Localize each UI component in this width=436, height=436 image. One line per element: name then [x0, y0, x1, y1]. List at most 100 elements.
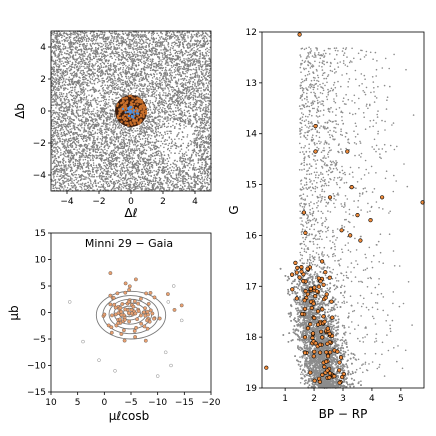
field-star — [83, 162, 86, 164]
field-star — [139, 52, 142, 54]
field-star — [183, 127, 185, 129]
field-star — [166, 181, 168, 183]
field-star — [117, 140, 120, 143]
field-star — [202, 73, 204, 76]
field-star — [197, 84, 199, 87]
field-star — [183, 112, 186, 114]
field-star — [187, 157, 189, 160]
field-star — [145, 96, 147, 98]
field-star — [131, 129, 134, 132]
field-star — [70, 184, 73, 187]
field-star — [136, 44, 138, 47]
field-star — [51, 101, 54, 103]
field-star — [106, 126, 108, 128]
field-star — [155, 152, 158, 154]
field-star — [119, 183, 121, 185]
field-star — [143, 35, 146, 38]
field-star — [55, 77, 57, 79]
field-star — [89, 54, 92, 56]
field-star — [83, 104, 85, 106]
field-star — [100, 66, 103, 69]
field-star — [74, 171, 77, 173]
field-star — [135, 32, 138, 34]
field-star — [78, 43, 81, 46]
field-star — [81, 133, 83, 136]
field-star — [66, 96, 69, 99]
field-star — [79, 80, 81, 82]
field-star — [63, 143, 65, 145]
field-star — [140, 125, 143, 127]
field-star — [95, 185, 98, 188]
field-star — [113, 76, 116, 78]
field-star — [74, 90, 76, 92]
field-star — [124, 176, 127, 179]
field-star — [91, 174, 93, 176]
field-star — [152, 179, 154, 181]
field-star — [96, 77, 98, 80]
field-star — [69, 39, 72, 41]
field-star — [122, 81, 125, 84]
field-star — [112, 39, 115, 41]
field-star — [107, 185, 109, 188]
field-star — [161, 54, 164, 56]
field-star — [92, 31, 95, 34]
field-star — [79, 67, 81, 69]
field-star — [55, 134, 58, 136]
field-star — [60, 87, 63, 89]
field-star — [107, 64, 110, 67]
field-star — [171, 89, 173, 91]
field-star — [176, 160, 178, 163]
field-star — [122, 69, 124, 71]
field-star — [178, 176, 180, 178]
field-star — [156, 123, 158, 126]
field-star — [78, 100, 80, 103]
field-star — [131, 169, 134, 172]
field-star — [165, 111, 167, 114]
field-star — [96, 81, 99, 84]
field-star — [141, 31, 143, 33]
field-star — [204, 176, 206, 178]
field-star — [117, 59, 120, 61]
field-star — [183, 65, 185, 68]
field-star — [207, 150, 209, 153]
field-star — [166, 130, 168, 133]
field-star — [92, 110, 94, 112]
field-star — [116, 187, 118, 189]
field-star — [172, 47, 174, 50]
field-star — [77, 118, 80, 120]
field-star — [177, 79, 180, 82]
field-star — [190, 38, 193, 40]
field-star — [88, 94, 90, 96]
field-star — [52, 143, 55, 146]
field-star — [92, 135, 94, 138]
field-star — [165, 74, 167, 76]
field-star — [92, 182, 95, 184]
field-star — [79, 152, 81, 154]
field-star — [78, 45, 81, 48]
field-star — [189, 167, 191, 169]
field-star — [96, 112, 99, 114]
field-star — [56, 153, 58, 155]
field-star — [102, 55, 105, 58]
field-star — [158, 108, 160, 111]
field-star — [87, 172, 89, 174]
field-star — [131, 33, 133, 36]
field-star — [124, 82, 127, 84]
field-star — [69, 164, 72, 166]
field-star — [145, 39, 147, 41]
field-star — [159, 86, 161, 88]
field-star — [165, 70, 168, 72]
field-star — [101, 84, 104, 87]
field-star — [130, 152, 133, 154]
field-star — [142, 91, 145, 93]
field-star — [167, 78, 170, 80]
field-star — [84, 88, 87, 90]
field-star — [200, 90, 202, 92]
field-star — [92, 142, 94, 145]
field-star — [92, 121, 95, 124]
field-star — [106, 150, 108, 152]
field-star — [114, 147, 116, 150]
field-star — [181, 171, 184, 174]
field-star — [83, 34, 86, 37]
